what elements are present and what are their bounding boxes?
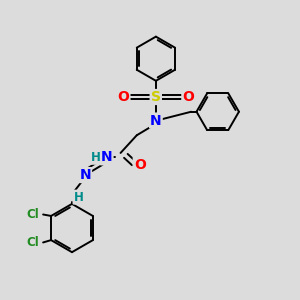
Text: S: S bbox=[151, 90, 161, 104]
Text: O: O bbox=[118, 90, 129, 104]
Text: H: H bbox=[91, 151, 100, 164]
Text: N: N bbox=[80, 168, 91, 182]
Text: N: N bbox=[150, 114, 162, 128]
Text: N: N bbox=[101, 150, 112, 164]
Text: Cl: Cl bbox=[26, 208, 39, 221]
Text: Cl: Cl bbox=[26, 236, 39, 249]
Text: O: O bbox=[182, 90, 194, 104]
Text: O: O bbox=[134, 158, 146, 172]
Text: H: H bbox=[74, 190, 83, 204]
